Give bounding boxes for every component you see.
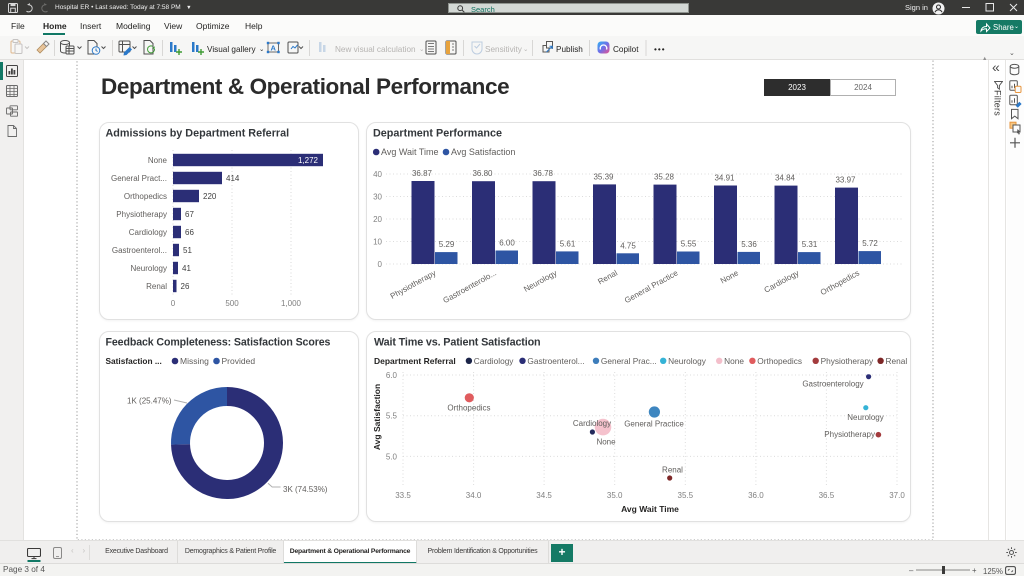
svg-text:None: None xyxy=(596,438,616,447)
svg-text:500: 500 xyxy=(225,299,239,308)
svg-text:51: 51 xyxy=(183,246,192,255)
svg-text:414: 414 xyxy=(226,174,240,183)
svg-text:36.80: 36.80 xyxy=(472,169,493,178)
svg-text:Neurology: Neurology xyxy=(131,264,167,273)
svg-text:Neurology: Neurology xyxy=(847,413,883,422)
svg-text:41: 41 xyxy=(182,264,191,273)
svg-text:Neurology: Neurology xyxy=(522,268,558,294)
svg-text:Renal: Renal xyxy=(146,282,167,291)
svg-text:Gastroenterology: Gastroenterology xyxy=(802,380,863,389)
svg-text:5.61: 5.61 xyxy=(560,239,576,248)
svg-text:None: None xyxy=(719,268,741,285)
svg-text:Orthopedics: Orthopedics xyxy=(447,404,490,413)
svg-text:36.78: 36.78 xyxy=(533,169,554,178)
svg-text:1,272: 1,272 xyxy=(298,156,319,165)
svg-text:67: 67 xyxy=(185,210,194,219)
svg-text:Cardiology: Cardiology xyxy=(474,356,515,366)
svg-text:6.0: 6.0 xyxy=(386,371,398,380)
svg-text:Gastroenterol...: Gastroenterol... xyxy=(112,246,167,255)
svg-text:Provided: Provided xyxy=(222,356,256,366)
svg-text:10: 10 xyxy=(373,238,382,247)
svg-text:40: 40 xyxy=(373,170,382,179)
svg-text:5.55: 5.55 xyxy=(681,240,697,249)
svg-text:Satisfaction ...: Satisfaction ... xyxy=(106,356,162,366)
svg-text:Avg Satisfaction: Avg Satisfaction xyxy=(451,147,515,157)
svg-text:35.28: 35.28 xyxy=(654,173,675,182)
svg-text:220: 220 xyxy=(203,192,217,201)
svg-text:Neurology: Neurology xyxy=(668,356,707,366)
svg-text:Wait Time vs. Patient Satisfac: Wait Time vs. Patient Satisfaction xyxy=(374,337,541,349)
svg-text:5.72: 5.72 xyxy=(862,239,878,248)
svg-text:5.31: 5.31 xyxy=(802,240,818,249)
svg-text:26: 26 xyxy=(181,282,190,291)
svg-text:5.5: 5.5 xyxy=(386,412,398,421)
svg-text:Cardiology: Cardiology xyxy=(573,419,611,428)
svg-text:4.75: 4.75 xyxy=(620,241,636,250)
svg-text:Orthopedics: Orthopedics xyxy=(124,192,167,201)
svg-text:General Practice: General Practice xyxy=(624,420,684,429)
svg-text:0: 0 xyxy=(378,260,383,269)
svg-text:Physiotherapy: Physiotherapy xyxy=(821,356,874,366)
svg-text:Avg Wait Time: Avg Wait Time xyxy=(621,504,679,514)
svg-text:Renal: Renal xyxy=(596,268,619,286)
svg-text:Department Performance: Department Performance xyxy=(373,128,502,140)
svg-text:66: 66 xyxy=(185,228,194,237)
svg-text:Admissions by Department Refer: Admissions by Department Referral xyxy=(106,128,290,140)
svg-text:30: 30 xyxy=(373,193,382,202)
svg-text:33.97: 33.97 xyxy=(835,176,856,185)
svg-text:Orthopedics: Orthopedics xyxy=(757,356,802,366)
svg-text:Renal: Renal xyxy=(886,356,908,366)
svg-text:Physiotherapy: Physiotherapy xyxy=(824,430,875,439)
svg-text:A: A xyxy=(270,43,276,52)
svg-text:Gastroenterol...: Gastroenterol... xyxy=(527,356,584,366)
svg-text:34.91: 34.91 xyxy=(714,174,735,183)
svg-text:35.5: 35.5 xyxy=(678,491,694,500)
svg-text:Gastroenterolo...: Gastroenterolo... xyxy=(441,268,497,305)
svg-text:General Prac...: General Prac... xyxy=(601,356,657,366)
svg-text:Missing: Missing xyxy=(180,356,209,366)
svg-text:None: None xyxy=(148,156,168,165)
svg-text:Physiotherapy: Physiotherapy xyxy=(116,210,167,219)
svg-text:37.0: 37.0 xyxy=(889,491,905,500)
svg-text:34.5: 34.5 xyxy=(536,491,552,500)
svg-text:5.0: 5.0 xyxy=(386,452,398,461)
svg-text:3K (74.53%): 3K (74.53%) xyxy=(283,485,328,494)
svg-text:None: None xyxy=(724,356,744,366)
svg-text:General Pract...: General Pract... xyxy=(111,174,167,183)
svg-text:General Practice: General Practice xyxy=(623,268,680,305)
svg-text:Avg Satisfaction: Avg Satisfaction xyxy=(372,384,382,450)
svg-text:34.84: 34.84 xyxy=(775,174,796,183)
svg-text:Orthopedics: Orthopedics xyxy=(819,268,861,297)
svg-text:34.0: 34.0 xyxy=(466,491,482,500)
svg-text:1K (25.47%): 1K (25.47%) xyxy=(127,397,172,406)
svg-text:33.5: 33.5 xyxy=(395,491,411,500)
svg-text:20: 20 xyxy=(373,215,382,224)
svg-text:5.29: 5.29 xyxy=(439,240,455,249)
svg-text:Renal: Renal xyxy=(662,466,683,475)
svg-text:Avg Wait Time: Avg Wait Time xyxy=(381,147,439,157)
svg-text:Cardiology: Cardiology xyxy=(763,268,801,294)
svg-text:35.0: 35.0 xyxy=(607,491,623,500)
svg-text:0: 0 xyxy=(171,299,176,308)
svg-text:36.5: 36.5 xyxy=(819,491,835,500)
svg-text:35.39: 35.39 xyxy=(593,172,614,181)
svg-text:Feedback Completeness: Satisfa: Feedback Completeness: Satisfaction Scor… xyxy=(106,337,331,349)
svg-text:Cardiology: Cardiology xyxy=(129,228,167,237)
svg-text:Physiotherapy: Physiotherapy xyxy=(389,268,438,300)
svg-text:5.36: 5.36 xyxy=(741,240,757,249)
svg-text:36.0: 36.0 xyxy=(748,491,764,500)
svg-text:36.87: 36.87 xyxy=(412,169,433,178)
svg-text:6.00: 6.00 xyxy=(499,239,515,248)
svg-text:1,000: 1,000 xyxy=(281,299,302,308)
svg-text:Department Referral: Department Referral xyxy=(374,356,456,366)
